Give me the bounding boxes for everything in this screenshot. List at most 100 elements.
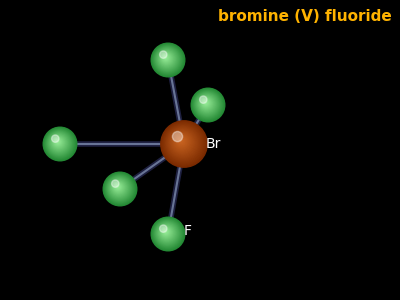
Circle shape <box>199 96 215 112</box>
Circle shape <box>197 94 217 114</box>
Circle shape <box>106 175 133 202</box>
Circle shape <box>162 122 205 165</box>
Circle shape <box>159 51 175 67</box>
Circle shape <box>45 129 74 158</box>
Circle shape <box>47 130 72 156</box>
Circle shape <box>43 127 77 161</box>
Circle shape <box>164 230 167 233</box>
Circle shape <box>110 178 128 197</box>
Circle shape <box>164 230 168 234</box>
Circle shape <box>52 135 59 142</box>
Circle shape <box>47 131 71 155</box>
Circle shape <box>180 140 182 142</box>
Circle shape <box>159 225 174 240</box>
Circle shape <box>160 226 173 239</box>
Circle shape <box>104 173 136 205</box>
Circle shape <box>160 225 167 232</box>
Circle shape <box>56 140 59 143</box>
Circle shape <box>154 220 181 247</box>
Circle shape <box>192 89 224 121</box>
Circle shape <box>176 136 187 147</box>
Circle shape <box>151 217 185 251</box>
Circle shape <box>167 127 199 159</box>
Circle shape <box>108 177 130 199</box>
Circle shape <box>164 124 203 163</box>
Circle shape <box>161 121 207 167</box>
Circle shape <box>200 97 213 110</box>
Circle shape <box>177 137 185 145</box>
Circle shape <box>170 130 196 155</box>
Circle shape <box>103 172 137 206</box>
Circle shape <box>155 47 179 71</box>
Circle shape <box>51 135 66 150</box>
Circle shape <box>198 95 216 112</box>
Circle shape <box>195 92 219 116</box>
Circle shape <box>160 52 173 65</box>
Circle shape <box>154 46 181 73</box>
Circle shape <box>165 125 202 162</box>
Circle shape <box>160 52 172 64</box>
Circle shape <box>116 185 119 188</box>
Circle shape <box>168 128 198 158</box>
Circle shape <box>196 93 218 115</box>
Circle shape <box>160 51 167 58</box>
Circle shape <box>201 98 212 109</box>
Circle shape <box>204 101 208 105</box>
Circle shape <box>165 231 166 232</box>
Circle shape <box>107 176 131 200</box>
Circle shape <box>203 100 208 106</box>
Circle shape <box>154 46 182 74</box>
Text: Br: Br <box>206 137 221 151</box>
Circle shape <box>163 123 204 164</box>
Circle shape <box>44 128 76 160</box>
Circle shape <box>155 220 180 246</box>
Circle shape <box>200 97 212 110</box>
Circle shape <box>111 180 126 195</box>
Circle shape <box>172 131 183 142</box>
Circle shape <box>164 56 167 59</box>
Circle shape <box>157 49 177 69</box>
Circle shape <box>54 138 62 146</box>
Circle shape <box>153 45 182 74</box>
Circle shape <box>114 182 123 192</box>
Circle shape <box>205 102 206 103</box>
Circle shape <box>172 132 192 152</box>
Circle shape <box>156 48 178 70</box>
Circle shape <box>164 56 168 60</box>
Circle shape <box>152 44 184 76</box>
Circle shape <box>176 136 186 146</box>
Circle shape <box>52 136 64 148</box>
Circle shape <box>152 218 184 250</box>
Circle shape <box>111 180 127 196</box>
Circle shape <box>162 53 171 63</box>
Circle shape <box>200 96 207 103</box>
Circle shape <box>195 92 220 117</box>
Circle shape <box>166 126 200 160</box>
Circle shape <box>154 220 182 248</box>
Circle shape <box>156 222 179 244</box>
Circle shape <box>53 137 64 148</box>
Circle shape <box>55 139 61 145</box>
Circle shape <box>159 225 175 241</box>
Circle shape <box>202 98 211 108</box>
Circle shape <box>158 50 176 68</box>
Circle shape <box>44 128 75 159</box>
Circle shape <box>192 89 223 120</box>
Circle shape <box>160 226 172 238</box>
Circle shape <box>199 96 214 111</box>
Circle shape <box>155 46 180 72</box>
Circle shape <box>156 222 178 244</box>
Circle shape <box>114 183 122 191</box>
Circle shape <box>194 91 222 119</box>
Circle shape <box>106 175 134 203</box>
Circle shape <box>158 50 176 68</box>
Circle shape <box>109 178 129 198</box>
Circle shape <box>159 51 174 66</box>
Circle shape <box>54 137 63 147</box>
Circle shape <box>104 173 135 204</box>
Circle shape <box>162 228 170 236</box>
Circle shape <box>112 181 125 194</box>
Circle shape <box>174 134 189 149</box>
Circle shape <box>163 55 168 61</box>
Circle shape <box>153 219 182 248</box>
